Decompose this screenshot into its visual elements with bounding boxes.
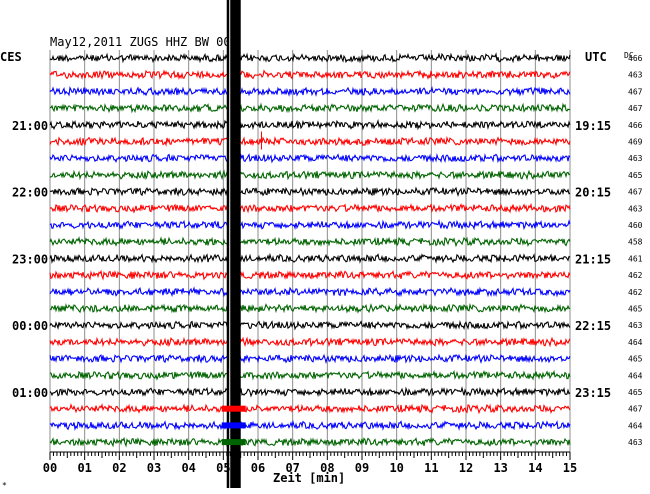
dc-header: DC	[624, 51, 634, 60]
dc-value: 467	[628, 405, 643, 414]
trace-row-18	[49, 336, 571, 348]
trace-row-20	[49, 369, 571, 381]
event-band-block	[226, 0, 241, 488]
trace-row-10	[49, 202, 571, 214]
local-time-header: CES	[0, 50, 22, 64]
trace-row-5	[49, 118, 571, 131]
x-tick-label: 04	[181, 461, 195, 475]
x-tick-label: 07	[285, 461, 299, 475]
x-tick-label: 13	[493, 461, 507, 475]
dc-value: 467	[628, 188, 643, 197]
x-tick-label: 00	[43, 461, 57, 475]
trace-row-14	[49, 269, 571, 281]
trace-row-11	[49, 219, 571, 231]
dc-value: 462	[628, 271, 643, 280]
x-tick-label: 15	[563, 461, 577, 475]
x-tick-label: 14	[528, 461, 542, 475]
trace-row-22	[49, 403, 571, 415]
trace-row-17	[49, 320, 571, 331]
utc-time-label: 23:15	[575, 386, 611, 400]
dc-value: 465	[628, 355, 643, 364]
event-burst-row-23	[221, 422, 246, 429]
trace-row-19	[49, 353, 571, 365]
x-tick-label: 08	[320, 461, 334, 475]
x-tick-label: 11	[424, 461, 438, 475]
corner-mark: *	[2, 481, 7, 490]
trace-row-15	[49, 286, 571, 298]
local-time-label: 21:00	[12, 119, 48, 133]
local-time-labels: 21:00 22:00 23:00 00:00 01:00	[12, 119, 48, 400]
dc-value: 463	[628, 438, 643, 447]
trace-row-9	[49, 186, 571, 198]
trace-row-1	[49, 52, 571, 64]
x-tick-label: 05	[216, 461, 230, 475]
dc-value: 466	[628, 121, 643, 130]
trace-row-7	[49, 153, 571, 164]
x-axis-label: Zeit [min]	[273, 471, 345, 485]
dc-value: 467	[628, 104, 643, 113]
local-time-label: 23:00	[12, 252, 48, 266]
dc-value: 463	[628, 71, 643, 80]
utc-time-label: 22:15	[575, 319, 611, 333]
trace-row-12	[49, 236, 571, 248]
local-time-label: 00:00	[12, 319, 48, 333]
utc-time-label: 20:15	[575, 186, 611, 200]
dc-value: 463	[628, 321, 643, 330]
local-time-label: 01:00	[12, 386, 48, 400]
dc-value: 462	[628, 288, 643, 297]
x-tick-label: 02	[112, 461, 126, 475]
x-tick-label: 06	[251, 461, 265, 475]
chart-title: May12,2011 ZUGS HHZ BW 00	[50, 35, 231, 49]
x-tick-label: 12	[459, 461, 473, 475]
dc-value: 463	[628, 204, 643, 213]
dc-value: 467	[628, 87, 643, 96]
event-band	[221, 0, 246, 488]
dc-value: 460	[628, 221, 643, 230]
dc-value: 461	[628, 254, 643, 263]
x-tick-label: 01	[77, 461, 91, 475]
dc-value: 464	[628, 371, 643, 380]
utc-time-header: UTC	[585, 50, 607, 64]
trace-row-13	[49, 252, 571, 265]
dc-value: 465	[628, 388, 643, 397]
trace-row-16	[49, 302, 571, 314]
minute-gridlines	[49, 50, 571, 452]
x-tick-label: 03	[147, 461, 161, 475]
trace-row-24	[49, 436, 571, 448]
utc-time-label: 21:15	[575, 252, 611, 266]
x-tick-label: 10	[389, 461, 403, 475]
trace-row-6	[49, 135, 571, 147]
dc-value: 465	[628, 305, 643, 314]
seismic-traces	[49, 52, 571, 448]
trace-row-21	[49, 386, 571, 398]
dc-value: 465	[628, 171, 643, 180]
trace-row-23	[49, 419, 571, 432]
dc-value: 469	[628, 138, 643, 147]
trace-row-8	[49, 169, 571, 181]
utc-time-label: 19:15	[575, 119, 611, 133]
dc-value: 463	[628, 154, 643, 163]
dc-offset-labels: 466 463 467 467 466 469 463 465 467 463 460 458 461 4…	[628, 54, 643, 447]
utc-time-labels: 19:15 20:15 21:15 22:15 23:15	[575, 119, 611, 400]
x-tick-label: 09	[355, 461, 369, 475]
dc-value: 464	[628, 421, 643, 430]
trace-row-4	[49, 102, 571, 114]
dc-value: 466	[628, 54, 643, 63]
event-burst-row-24	[221, 439, 246, 446]
trace-row-3	[49, 85, 571, 98]
trace-row-2	[49, 69, 571, 81]
dc-value: 464	[628, 338, 643, 347]
event-burst-row-22	[221, 405, 246, 412]
dc-value: 458	[628, 238, 643, 247]
x-axis: 00 01 02 03 04 05 06 07 08 09 10 11 12 13 14 15	[43, 451, 577, 475]
local-time-label: 22:00	[12, 186, 48, 200]
